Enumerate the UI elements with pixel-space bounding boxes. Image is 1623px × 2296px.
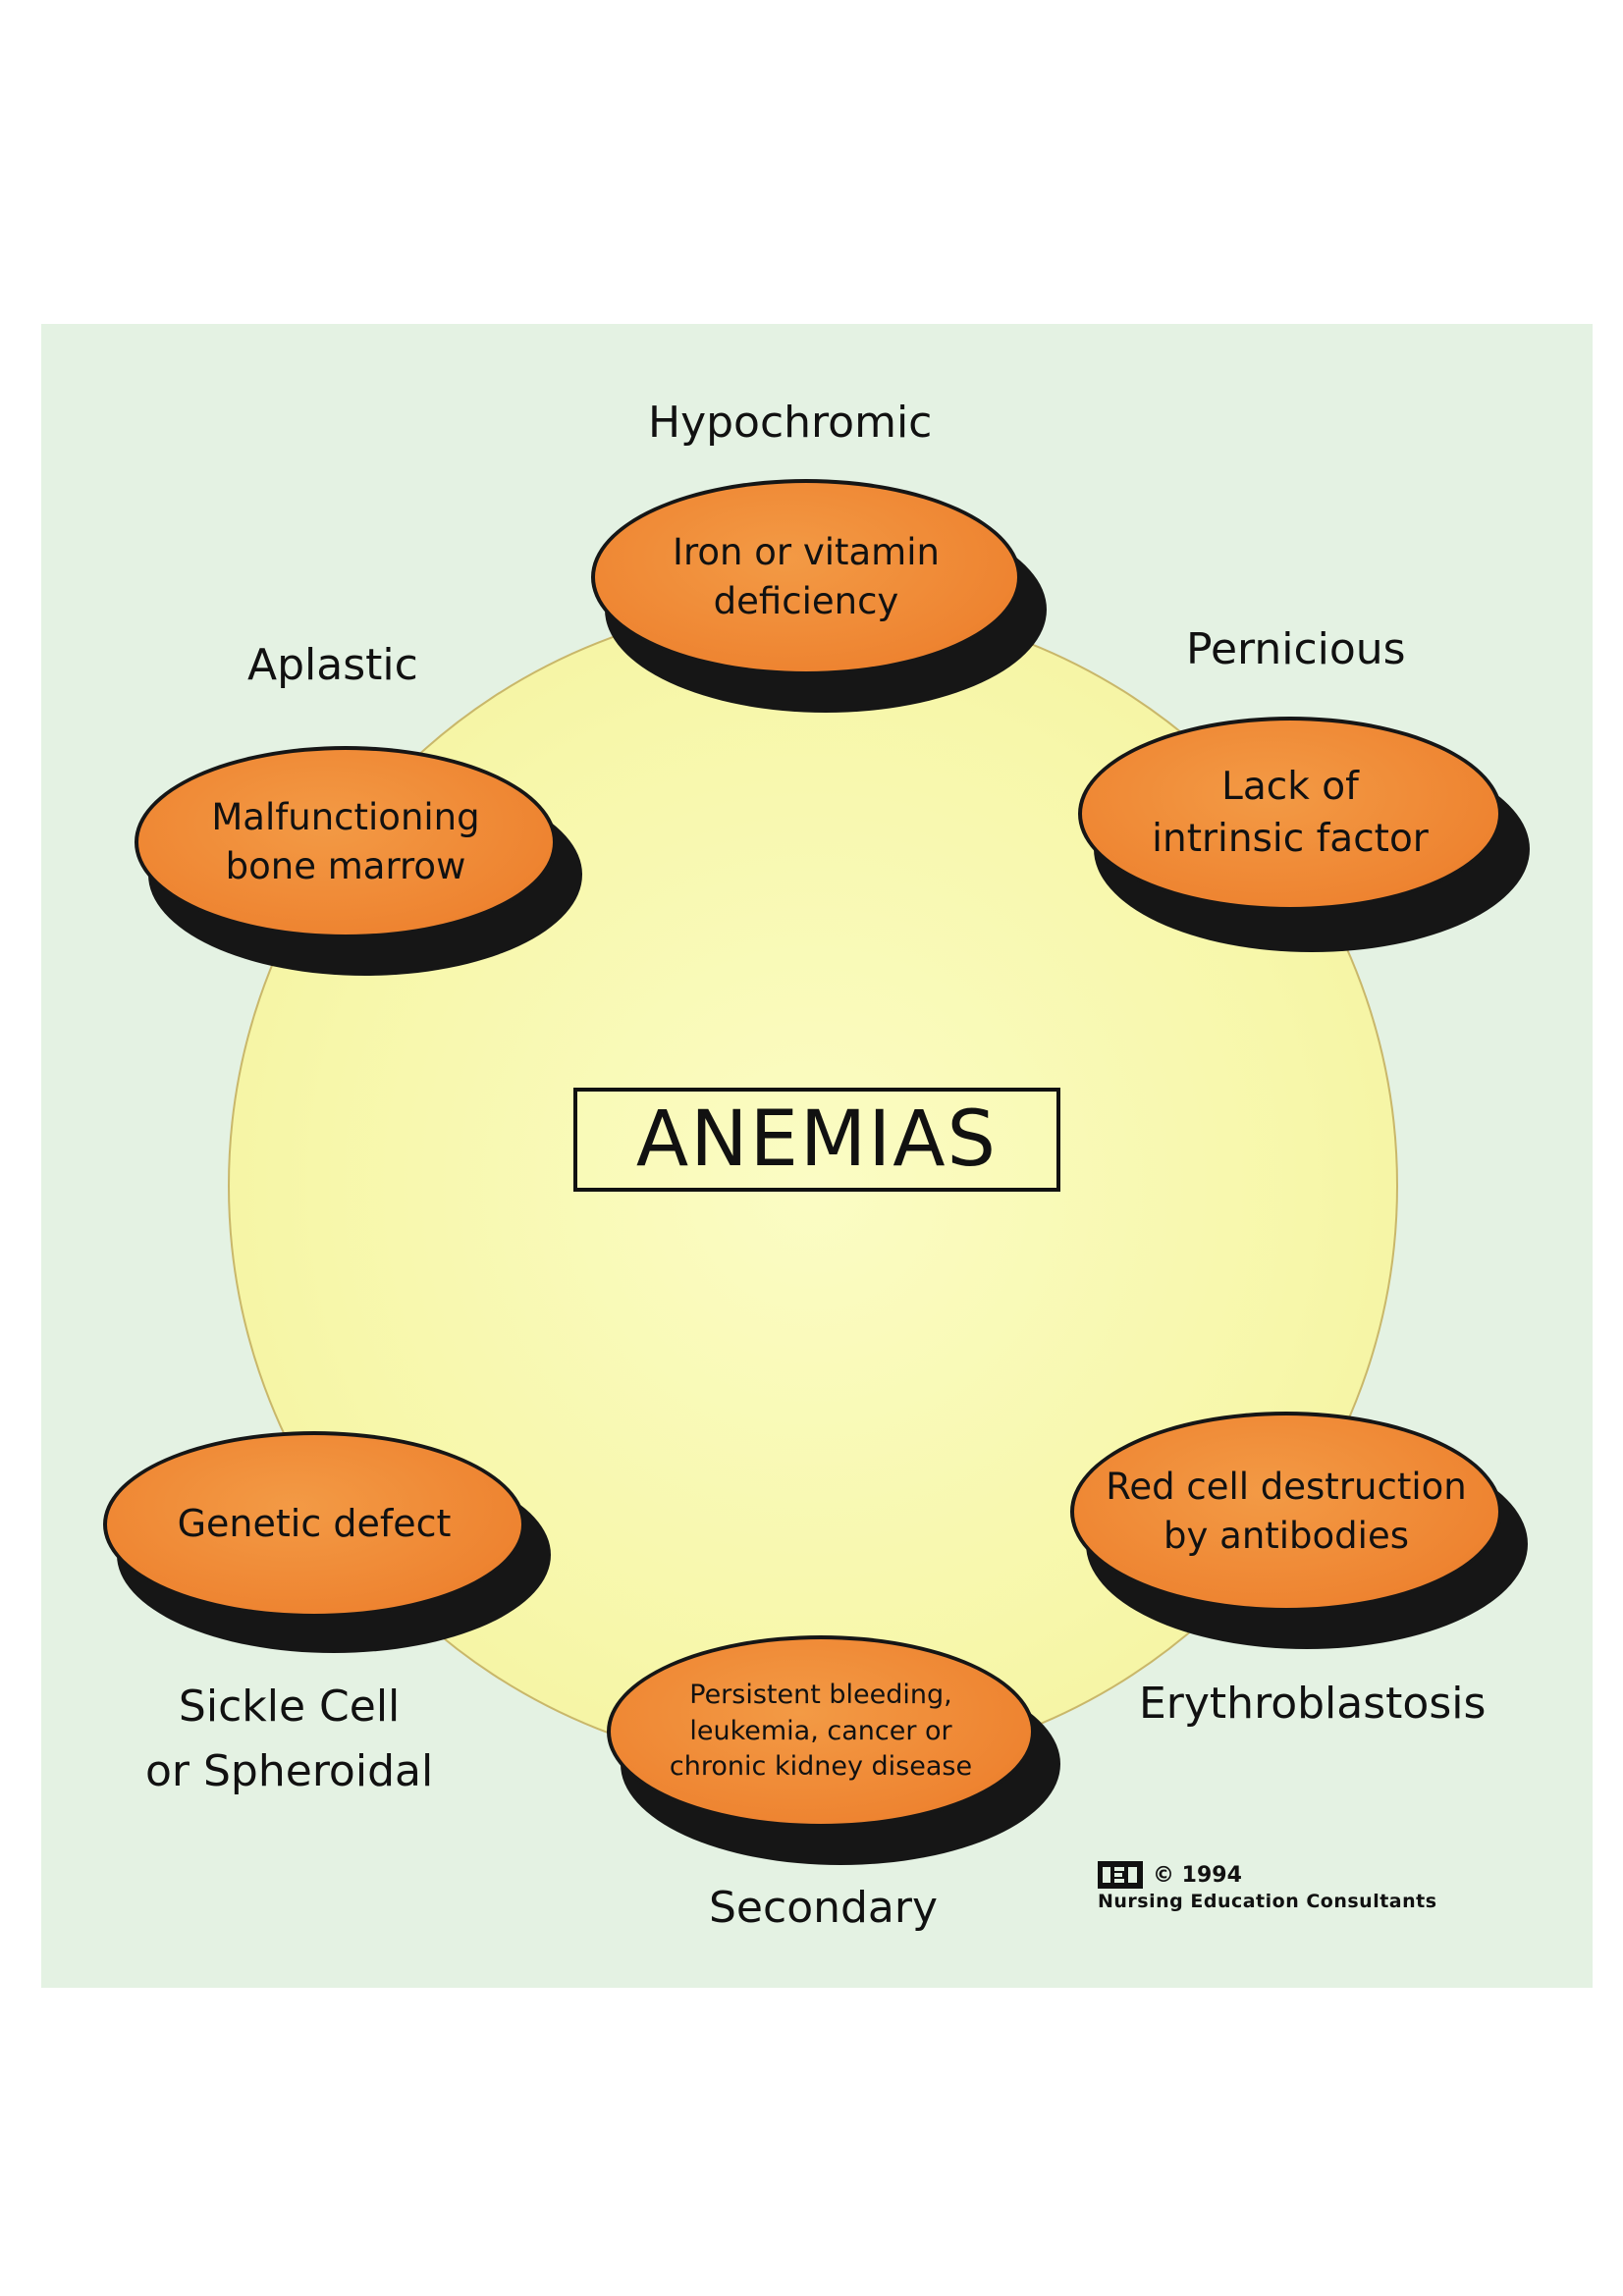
type-label-sickle-cell: Sickle Cell or Spheroidal [145, 1675, 433, 1804]
cause-line: bone marrow [211, 842, 479, 891]
cause-line: Iron or vitamin [673, 528, 940, 577]
cause-line: Red cell destruction [1106, 1463, 1466, 1512]
copyright-credit: © 1994 Nursing Education Consultants [1098, 1861, 1437, 1912]
type-label-secondary: Secondary [709, 1883, 938, 1933]
diagram-title: ANEMIAS [573, 1088, 1060, 1192]
type-label-line: Sickle Cell [145, 1675, 433, 1739]
copyright-year: © 1994 [1153, 1863, 1242, 1888]
cause-line: leukemia, cancer or [670, 1714, 972, 1749]
cause-line: by antibodies [1106, 1512, 1466, 1561]
type-label-pernicious: Pernicious [1186, 624, 1406, 674]
organization-name: Nursing Education Consultants [1098, 1891, 1437, 1912]
cause-line: Genetic defect [178, 1499, 452, 1549]
type-label-erythroblastosis: Erythroblastosis [1139, 1679, 1486, 1729]
type-label-hypochromic: Hypochromic [648, 398, 932, 448]
type-label-line: or Spheroidal [145, 1739, 433, 1804]
cause-line: chronic kidney disease [670, 1749, 972, 1785]
cause-line: intrinsic factor [1152, 814, 1429, 866]
type-label-aplastic: Aplastic [247, 640, 418, 690]
cause-line: Lack of [1152, 762, 1429, 814]
nec-logo-icon [1098, 1861, 1143, 1889]
cause-line: deficiency [673, 577, 940, 626]
cause-line: Persistent bleeding, [670, 1678, 972, 1713]
cause-line: Malfunctioning [211, 793, 479, 842]
